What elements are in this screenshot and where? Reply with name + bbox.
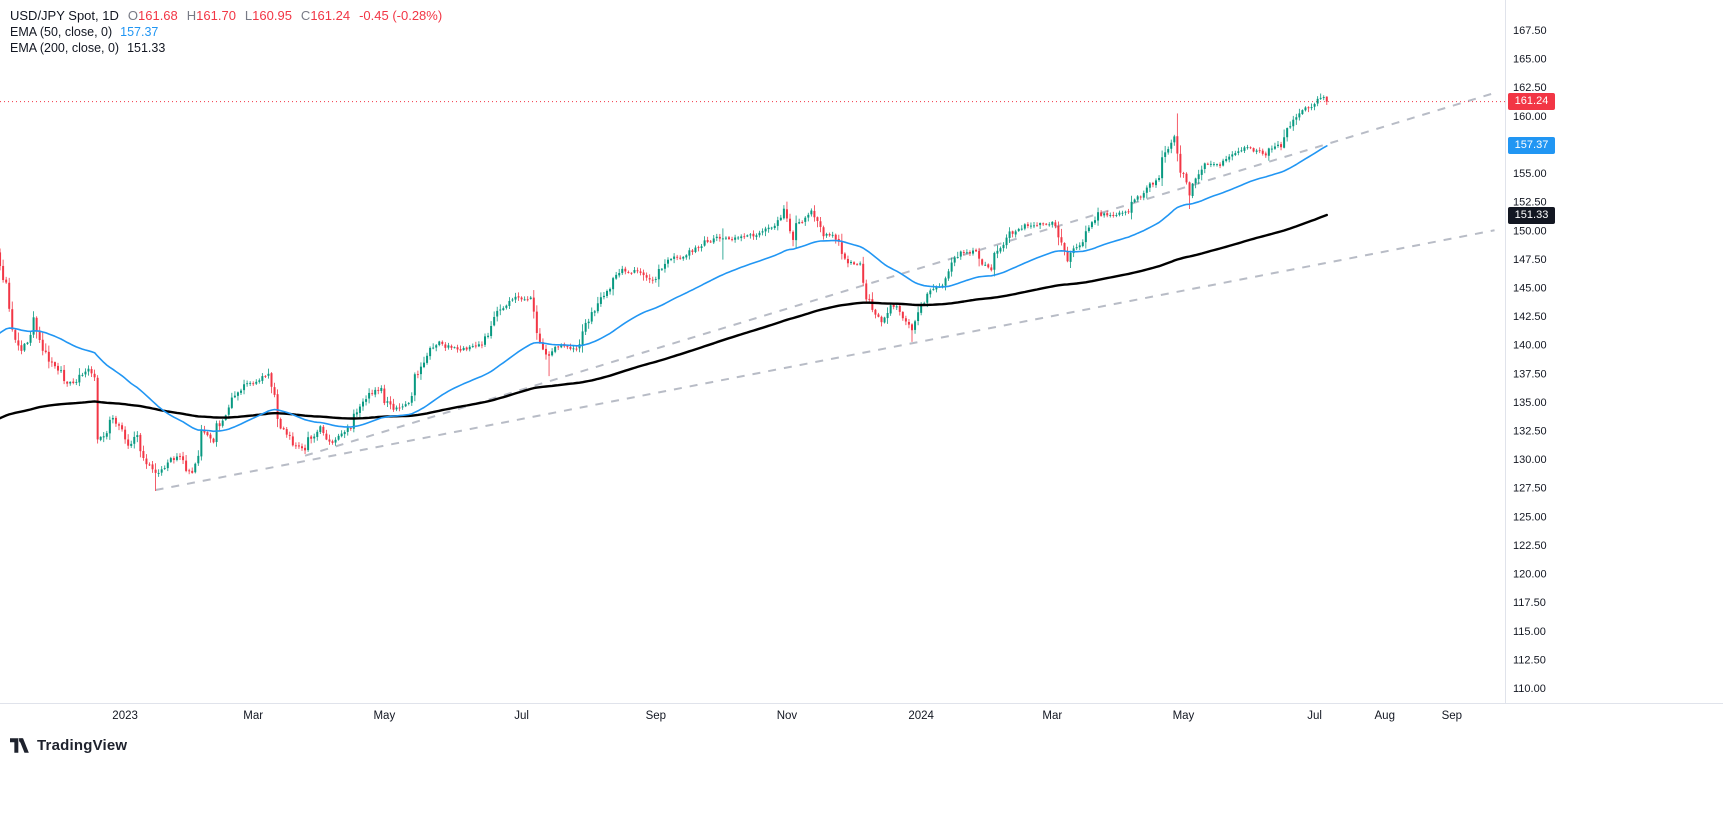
last-price-badge: 161.24: [1508, 93, 1555, 111]
lower-channel-line: [155, 229, 1495, 492]
svg-text:150.00: 150.00: [1513, 225, 1547, 237]
svg-text:162.50: 162.50: [1513, 82, 1547, 94]
tradingview-logo-text: TradingView: [37, 737, 128, 754]
svg-text:165.00: 165.00: [1513, 54, 1547, 66]
svg-text:May: May: [1173, 710, 1195, 722]
low-label: L: [244, 8, 253, 23]
time-axis[interactable]: 2023 Mar May Jul Sep Nov 2024 Mar May Jul Aug Sep: [0, 703, 1723, 723]
svg-text:110.00: 110.00: [1513, 683, 1546, 695]
ohlc-low: L160.95: [245, 8, 292, 23]
ema50-legend-row[interactable]: EMA (50, close, 0) 157.37: [10, 25, 442, 41]
ema200-price-badge: 151.33: [1508, 206, 1555, 224]
svg-text:125.00: 125.00: [1513, 511, 1547, 523]
svg-text:May: May: [373, 710, 395, 722]
ema200-label: EMA (200, close, 0): [10, 41, 120, 55]
svg-text:115.00: 115.00: [1513, 626, 1546, 638]
svg-text:Mar: Mar: [243, 710, 263, 722]
ema50-line[interactable]: [0, 145, 1328, 433]
svg-text:137.50: 137.50: [1513, 368, 1547, 380]
svg-text:160.00: 160.00: [1513, 111, 1547, 123]
svg-text:120.00: 120.00: [1513, 569, 1547, 581]
svg-text:155.00: 155.00: [1513, 168, 1547, 180]
svg-text:130.00: 130.00: [1513, 454, 1547, 466]
low-value: 160.95: [252, 8, 292, 23]
svg-text:122.50: 122.50: [1513, 540, 1547, 552]
svg-text:135.00: 135.00: [1513, 397, 1547, 409]
ema200-legend-row[interactable]: EMA (200, close, 0) 151.33: [10, 41, 442, 57]
close-value: 161.24: [310, 8, 351, 23]
ohlc-high: H161.70: [187, 8, 236, 23]
open-value: 161.68: [138, 8, 178, 23]
svg-text:Aug: Aug: [1375, 710, 1395, 722]
chart-legend: USD/JPY Spot, 1D O161.68 H161.70 L160.95…: [10, 8, 442, 57]
change-value: -0.45 (-0.28%): [359, 8, 443, 23]
svg-text:Sep: Sep: [646, 710, 666, 722]
svg-text:142.50: 142.50: [1513, 311, 1547, 323]
candlestick-series: [0, 93, 1328, 491]
svg-text:2023: 2023: [112, 710, 138, 722]
svg-text:Sep: Sep: [1442, 710, 1462, 722]
tradingview-logo-icon: [10, 738, 29, 753]
trendlines[interactable]: [155, 91, 1495, 492]
svg-text:2024: 2024: [908, 710, 934, 722]
svg-text:132.50: 132.50: [1513, 426, 1547, 438]
ema200-value: 151.33: [127, 41, 166, 55]
svg-text:117.50: 117.50: [1513, 597, 1546, 609]
ema50-price-badge: 157.37: [1508, 137, 1555, 155]
svg-text:Mar: Mar: [1042, 710, 1062, 722]
ohlc-close: C161.24: [301, 8, 350, 23]
svg-text:127.50: 127.50: [1513, 483, 1547, 495]
high-value: 161.70: [196, 8, 236, 23]
price-axis[interactable]: 110.00 112.50 115.00 117.50 120.00 122.50 125.…: [1505, 0, 1547, 703]
svg-text:167.50: 167.50: [1513, 25, 1547, 37]
symbol-legend-row[interactable]: USD/JPY Spot, 1D O161.68 H161.70 L160.95…: [10, 8, 442, 25]
tradingview-logo[interactable]: TradingView: [10, 737, 127, 754]
svg-text:147.50: 147.50: [1513, 254, 1547, 266]
svg-text:112.50: 112.50: [1513, 654, 1546, 666]
symbol-title: USD/JPY Spot, 1D: [10, 8, 119, 23]
svg-text:Jul: Jul: [1307, 710, 1322, 722]
close-label: C: [300, 8, 311, 23]
svg-text:145.00: 145.00: [1513, 282, 1547, 294]
ema200-line[interactable]: [0, 213, 1329, 420]
ema50-label: EMA (50, close, 0): [10, 25, 113, 39]
open-label: O: [127, 8, 138, 23]
svg-text:Jul: Jul: [514, 710, 529, 722]
ohlc-open: O161.68: [128, 8, 178, 23]
ema50-value: 157.37: [120, 25, 159, 39]
svg-text:140.00: 140.00: [1513, 340, 1547, 352]
high-label: H: [186, 8, 197, 23]
svg-text:152.50: 152.50: [1513, 197, 1547, 209]
svg-text:Nov: Nov: [777, 710, 798, 722]
